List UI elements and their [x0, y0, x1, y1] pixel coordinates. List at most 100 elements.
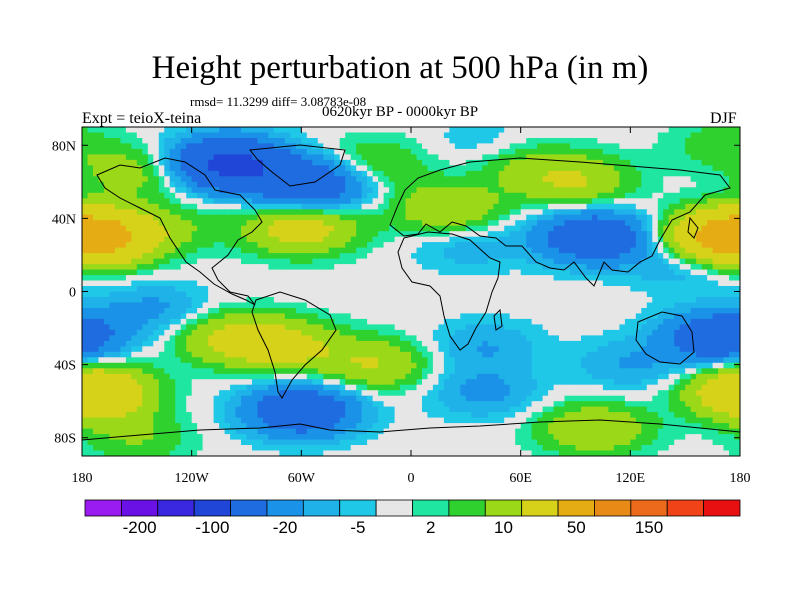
field-cell: [153, 181, 160, 188]
field-cell: [476, 225, 483, 232]
field-cell: [690, 192, 697, 199]
field-cell: [383, 231, 390, 238]
field-cell: [230, 264, 237, 271]
field-cell: [701, 220, 708, 227]
field-cell: [317, 351, 324, 358]
field-cell: [175, 269, 182, 276]
field-cell: [252, 198, 259, 205]
field-cell: [613, 187, 620, 194]
field-cell: [570, 236, 577, 243]
field-cell: [526, 176, 533, 183]
field-cell: [427, 236, 434, 243]
field-cell: [317, 247, 324, 254]
field-cell: [158, 286, 165, 293]
field-cell: [169, 324, 176, 331]
field-cell: [663, 214, 670, 221]
field-cell: [246, 280, 253, 287]
field-cell: [230, 165, 237, 172]
field-cell: [602, 280, 609, 287]
field-cell: [158, 335, 165, 342]
field-cell: [164, 340, 171, 347]
field-cell: [378, 192, 385, 199]
field-cell: [98, 247, 105, 254]
field-cell: [246, 181, 253, 188]
field-cell: [602, 313, 609, 320]
field-cell: [548, 148, 555, 155]
field-cell: [339, 214, 346, 221]
field-cell: [454, 242, 461, 249]
field-cell: [356, 132, 363, 139]
field-cell: [471, 346, 478, 353]
field-cell: [372, 148, 379, 155]
field-cell: [290, 253, 297, 260]
field-cell: [345, 220, 352, 227]
field-cell: [630, 181, 637, 188]
field-cell: [449, 132, 456, 139]
field-cell: [378, 170, 385, 177]
field-cell: [707, 143, 714, 150]
field-cell: [312, 297, 319, 304]
field-cell: [317, 275, 324, 282]
field-cell: [317, 181, 324, 188]
field-cell: [635, 192, 642, 199]
field-cell: [147, 269, 154, 276]
field-cell: [592, 138, 599, 145]
field-cell: [723, 198, 730, 205]
field-cell: [136, 258, 143, 265]
field-cell: [328, 242, 335, 249]
field-cell: [405, 225, 412, 232]
field-cell: [668, 148, 675, 155]
field-cell: [674, 253, 681, 260]
field-cell: [131, 187, 138, 194]
field-cell: [613, 318, 620, 325]
field-cell: [657, 176, 664, 183]
field-cell: [372, 170, 379, 177]
field-cell: [197, 209, 204, 216]
field-cell: [268, 313, 275, 320]
field-cell: [219, 324, 226, 331]
field-cell: [564, 236, 571, 243]
field-cell: [268, 280, 275, 287]
field-cell: [394, 253, 401, 260]
field-cell: [208, 132, 215, 139]
field-cell: [487, 187, 494, 194]
field-cell: [657, 302, 664, 309]
field-cell: [449, 148, 456, 155]
field-cell: [652, 214, 659, 221]
field-cell: [224, 247, 231, 254]
field-cell: [213, 258, 220, 265]
field-cell: [575, 170, 582, 177]
field-cell: [202, 297, 209, 304]
field-cell: [542, 209, 549, 216]
field-cell: [131, 280, 138, 287]
field-cell: [411, 143, 418, 150]
field-cell: [526, 324, 533, 331]
field-cell: [657, 335, 664, 342]
field-cell: [646, 269, 653, 276]
field-cell: [690, 187, 697, 194]
field-cell: [411, 236, 418, 243]
field-cell: [186, 138, 193, 145]
field-cell: [103, 302, 110, 309]
field-cell: [400, 286, 407, 293]
field-cell: [312, 225, 319, 232]
field-cell: [147, 209, 154, 216]
field-cell: [443, 286, 450, 293]
field-cell: [696, 308, 703, 315]
field-cell: [553, 324, 560, 331]
field-cell: [131, 340, 138, 347]
field-cell: [334, 329, 341, 336]
field-cell: [690, 138, 697, 145]
field-cell: [279, 236, 286, 243]
field-cell: [383, 275, 390, 282]
field-cell: [701, 242, 708, 249]
field-cell: [82, 132, 89, 139]
field-cell: [701, 313, 708, 320]
field-cell: [504, 313, 511, 320]
field-cell: [515, 236, 522, 243]
field-cell: [169, 214, 176, 221]
field-cell: [109, 187, 116, 194]
field-cell: [164, 187, 171, 194]
field-cell: [400, 340, 407, 347]
field-cell: [509, 225, 516, 232]
